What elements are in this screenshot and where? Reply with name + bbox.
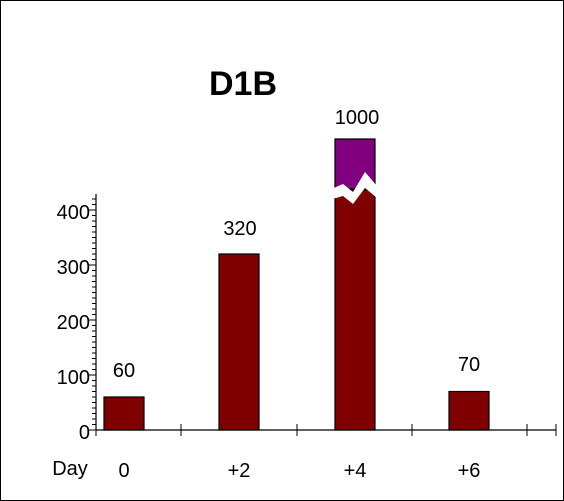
y-tick-label-300: 300 — [57, 257, 90, 279]
data-label-0: 60 — [113, 360, 135, 382]
bar-0 — [103, 396, 145, 431]
x-tick-label-0: 0 — [118, 460, 129, 482]
x-axis-label: Day — [52, 458, 88, 480]
data-label-2: 320 — [223, 218, 256, 240]
data-label-4: 1000 — [335, 107, 380, 129]
data-label-6: 70 — [458, 354, 480, 376]
bar-+2 — [218, 253, 260, 431]
y-tick-label-200: 200 — [57, 312, 90, 334]
y-tick-label-0: 0 — [79, 422, 90, 444]
y-tick-label-100: 100 — [57, 367, 90, 389]
bar-+6 — [448, 390, 490, 431]
x-tick-label-2: +2 — [228, 460, 251, 482]
bar-+4-lower-segment — [334, 189, 376, 431]
x-tick-label-4: +4 — [344, 460, 367, 482]
y-tick-label-400: 400 — [57, 202, 90, 224]
axis-break-zigzag — [329, 172, 381, 204]
chart-title: D1B — [209, 65, 277, 103]
x-tick-label-6: +6 — [458, 460, 481, 482]
